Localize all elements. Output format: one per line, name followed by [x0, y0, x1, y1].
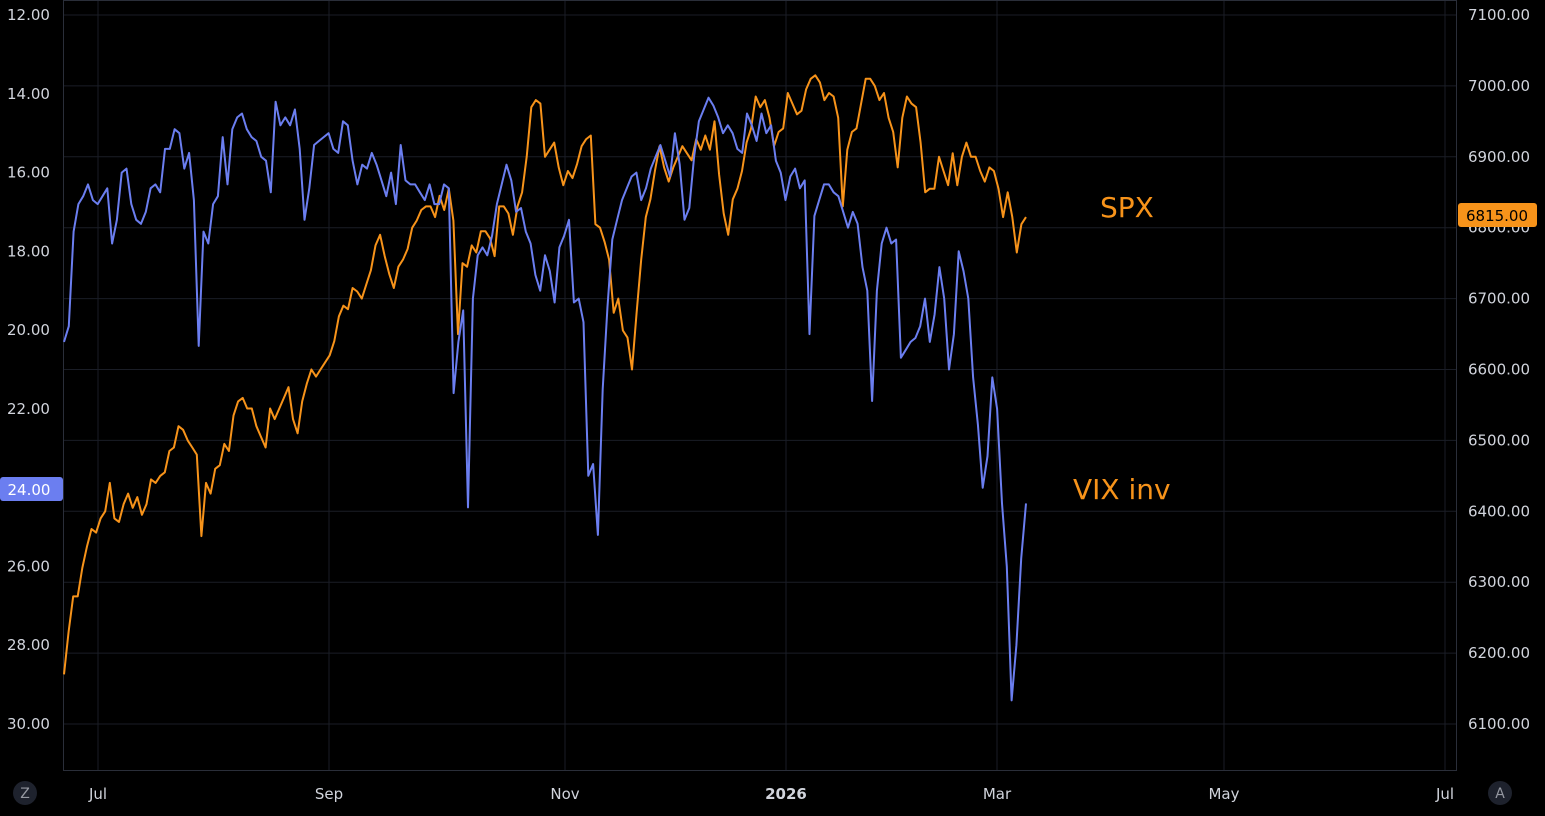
left-current-value-label: 24.00 — [8, 481, 51, 499]
left-tick-label: 28.00 — [7, 636, 50, 654]
x-tick-label: Jul — [1435, 785, 1454, 803]
right-current-value-badge: 6815.00 — [1458, 203, 1537, 227]
series-line-vix-inv — [63, 96, 1027, 702]
series-line-spx — [63, 74, 1027, 675]
right-tick-label: 6600.00 — [1468, 361, 1530, 379]
left-current-value-badge: 24.00 — [0, 477, 63, 501]
auto-scale-label: A — [1495, 786, 1505, 802]
x-tick-label: Sep — [315, 785, 343, 803]
right-axis[interactable]: 7100.007000.006900.006800.006700.006600.… — [1468, 6, 1530, 733]
left-tick-label: 16.00 — [7, 164, 50, 182]
annotation-vix-inv: VIX inv — [1073, 473, 1171, 506]
right-tick-label: 6900.00 — [1468, 148, 1530, 166]
right-tick-label: 7100.00 — [1468, 6, 1530, 24]
series-layer — [63, 74, 1027, 702]
annotation-spx: SPX — [1100, 191, 1154, 224]
left-tick-label: 30.00 — [7, 715, 50, 733]
x-axis[interactable]: Jul Sep Nov 2026 Mar May Jul — [88, 785, 1454, 803]
auto-scale-button[interactable]: A — [1488, 781, 1512, 805]
x-tick-label: Nov — [550, 785, 579, 803]
plot-area-border — [63, 0, 1457, 771]
x-tick-label: Jul — [88, 785, 107, 803]
right-tick-label: 6300.00 — [1468, 573, 1530, 591]
right-tick-label: 6400.00 — [1468, 502, 1530, 520]
right-tick-label: 6500.00 — [1468, 431, 1530, 449]
right-current-value-label: 6815.00 — [1466, 207, 1528, 225]
timezone-toggle-label: Z — [20, 786, 30, 802]
left-tick-label: 12.00 — [7, 6, 50, 24]
left-tick-label: 18.00 — [7, 242, 50, 260]
timezone-toggle-button[interactable]: Z — [13, 781, 37, 805]
left-tick-label: 14.00 — [7, 85, 50, 103]
left-axis[interactable]: 12.00 14.00 16.00 18.00 20.00 22.00 24.00 26.00… — [7, 6, 50, 733]
x-tick-label: Mar — [983, 785, 1012, 803]
axes — [63, 0, 1457, 771]
right-tick-label: 6200.00 — [1468, 644, 1530, 662]
right-tick-label: 7000.00 — [1468, 77, 1530, 95]
x-tick-label: 2026 — [765, 785, 807, 803]
right-tick-label: 6700.00 — [1468, 290, 1530, 308]
left-tick-label: 22.00 — [7, 400, 50, 418]
right-tick-label: 6100.00 — [1468, 715, 1530, 733]
left-tick-label: 20.00 — [7, 321, 50, 339]
grid — [64, 0, 1456, 770]
left-tick-label: 26.00 — [7, 557, 50, 575]
x-tick-label: May — [1208, 785, 1239, 803]
